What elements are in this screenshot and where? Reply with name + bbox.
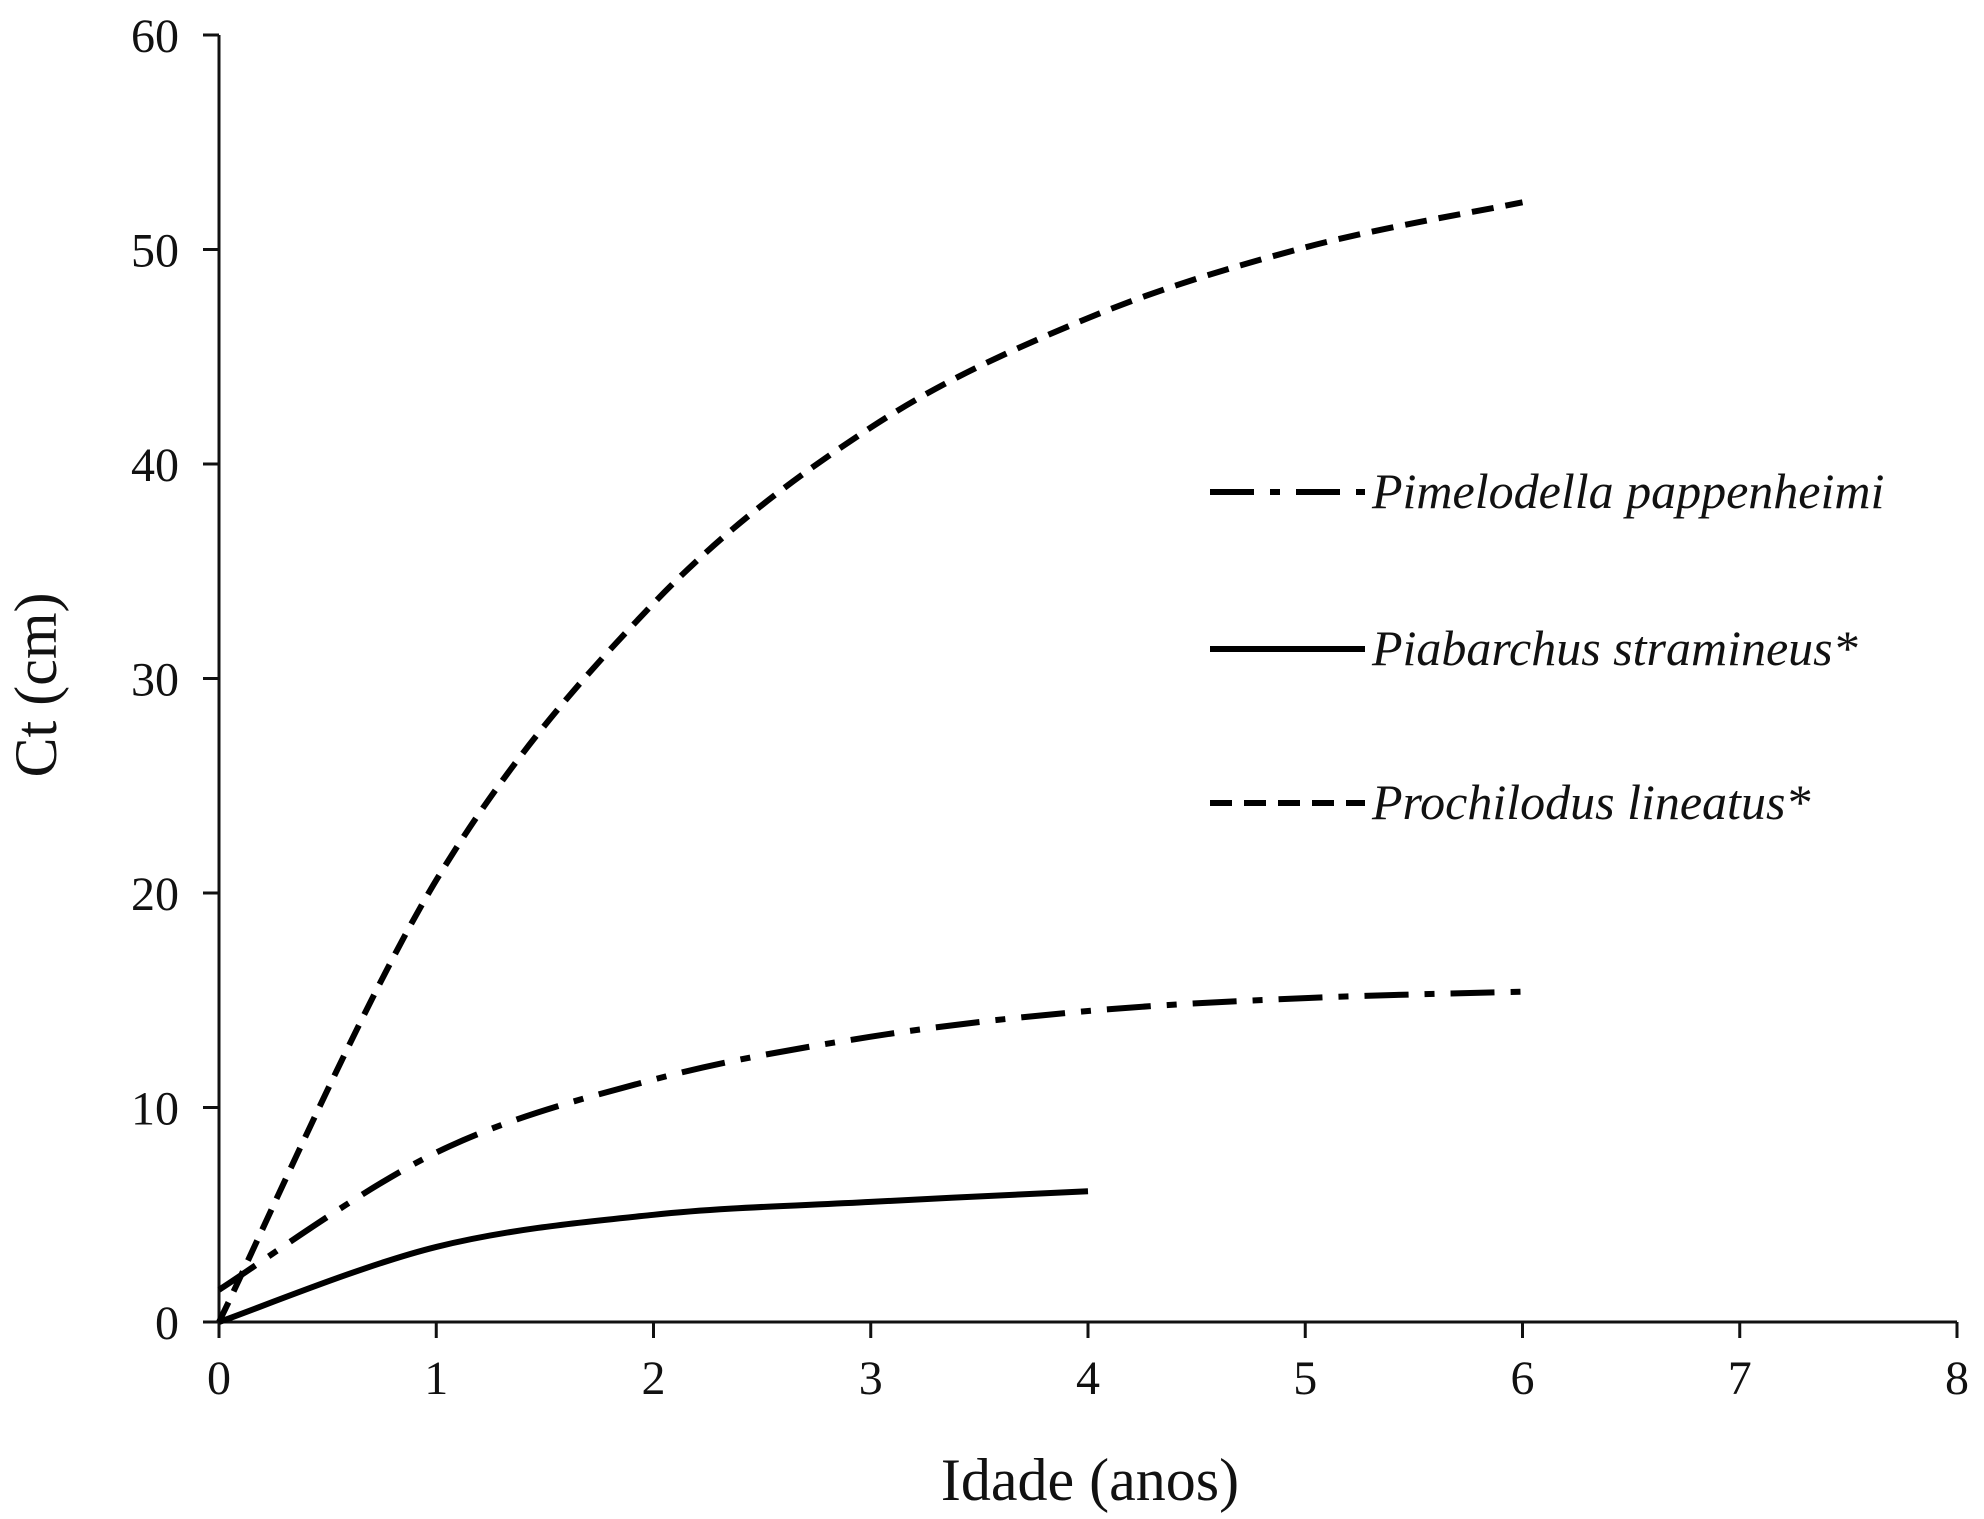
x-axis-label: Idade (anos) <box>941 1447 1239 1513</box>
x-tick-label: 5 <box>1293 1352 1317 1405</box>
y-tick-label: 50 <box>131 225 179 278</box>
legend-label-piabarchus-stramineus: Piabarchus stramineus* <box>1371 620 1858 676</box>
axes <box>217 35 1957 1324</box>
series-line-prochilodus-lineatus <box>216 199 1524 1324</box>
y-tick-label: 60 <box>131 10 179 63</box>
x-tick-label: 0 <box>207 1352 231 1405</box>
x-tick-label: 2 <box>642 1352 666 1405</box>
x-tick-label: 4 <box>1076 1352 1100 1405</box>
series-lines <box>216 199 1524 1325</box>
y-axis-label: Ct (cm) <box>3 593 69 778</box>
legend-label-pimelodella-pappenheimi: Pimelodella pappenheimi <box>1371 463 1884 519</box>
x-axis-ticks: 0 1 2 3 4 5 6 7 8 <box>207 1322 1969 1405</box>
legend-label-prochilodus-lineatus: Prochilodus lineatus* <box>1371 774 1810 830</box>
y-tick-label: 10 <box>131 1083 179 1136</box>
legend: Pimelodella pappenheimi Piabarchus strami… <box>1210 463 1884 830</box>
x-tick-label: 8 <box>1945 1352 1969 1405</box>
y-tick-label: 30 <box>131 654 179 707</box>
x-tick-label: 3 <box>859 1352 883 1405</box>
y-tick-label: 20 <box>131 868 179 921</box>
x-tick-label: 7 <box>1728 1352 1752 1405</box>
x-tick-label: 6 <box>1511 1352 1535 1405</box>
y-tick-label: 40 <box>131 439 179 492</box>
x-tick-label: 1 <box>424 1352 448 1405</box>
y-axis-ticks: 0 10 20 30 40 50 60 <box>131 10 219 1350</box>
series-line-pimelodella-pappenheimi <box>217 988 1523 1293</box>
y-tick-label: 0 <box>155 1297 179 1350</box>
series-line-piabarchus-stramineus <box>218 1188 1089 1325</box>
